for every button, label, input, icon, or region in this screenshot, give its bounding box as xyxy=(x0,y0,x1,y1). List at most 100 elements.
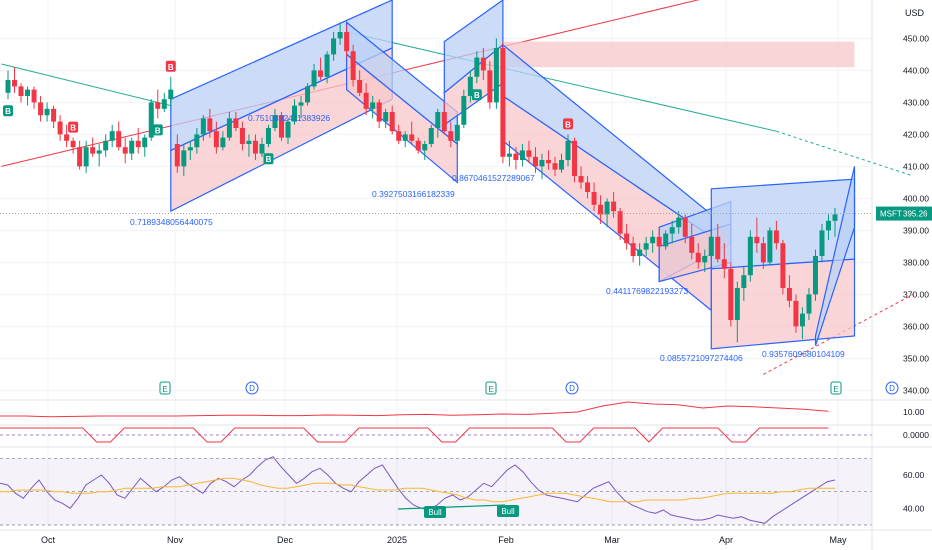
candle-body xyxy=(565,140,571,160)
candle-body xyxy=(259,144,265,154)
earnings-marker: E xyxy=(830,381,842,395)
candle-body xyxy=(689,236,695,253)
candle-body xyxy=(832,214,838,221)
candle xyxy=(539,153,545,180)
candle-body xyxy=(506,153,512,157)
candle xyxy=(38,96,44,122)
buy-marker-bg xyxy=(3,105,13,117)
annotations: B B B B B B B 0.7189348056440075 0.7510892411383… xyxy=(0,60,899,395)
channel-ratio-label: 0.7189348056440075 xyxy=(130,217,213,227)
channel-ratio-label: 0.9357609680104109 xyxy=(762,349,845,359)
candle xyxy=(741,265,747,301)
candle xyxy=(565,134,571,167)
x-tick-label: May xyxy=(829,535,847,545)
y-tick-label: 350.00 xyxy=(903,353,929,363)
candle-body xyxy=(415,140,421,151)
candle xyxy=(825,214,831,240)
candle-body xyxy=(467,76,473,96)
candle xyxy=(409,121,415,144)
candle-body xyxy=(617,211,623,234)
candle xyxy=(18,83,24,103)
candle-body xyxy=(500,48,506,157)
candle xyxy=(474,51,480,84)
candle-body xyxy=(760,243,766,263)
dividend-marker: D xyxy=(565,381,579,395)
rsi-tick: 60.00 xyxy=(903,470,925,480)
candle-body xyxy=(31,89,37,103)
candle-body xyxy=(155,102,161,109)
candle xyxy=(337,22,343,45)
candle-body xyxy=(734,288,740,320)
candle xyxy=(187,140,193,160)
candle-body xyxy=(298,102,304,106)
x-tick-label: Nov xyxy=(167,535,184,545)
candle xyxy=(695,243,701,269)
x-tick-label: 2025 xyxy=(387,535,407,545)
candle xyxy=(25,86,31,106)
candle xyxy=(226,112,232,141)
candle xyxy=(819,224,825,263)
candle-body xyxy=(402,134,408,141)
candle xyxy=(109,124,115,148)
y-tick-label: 410.00 xyxy=(903,161,929,171)
candle-body xyxy=(487,70,493,103)
candle-body xyxy=(122,147,128,154)
trend-line-teal-2 xyxy=(346,31,777,132)
y-tick-label: 450.00 xyxy=(903,33,929,43)
candle xyxy=(793,294,799,333)
candle-body xyxy=(656,236,662,247)
candle-body xyxy=(109,131,115,141)
candle-body xyxy=(773,230,779,244)
candle xyxy=(311,64,317,90)
candle-body xyxy=(630,243,636,256)
candle-body xyxy=(337,32,343,39)
candle-body xyxy=(265,128,271,144)
candle xyxy=(415,137,421,154)
buy-marker-bg xyxy=(165,60,176,72)
candle xyxy=(213,121,219,154)
candle-body xyxy=(598,204,604,215)
candle xyxy=(44,102,50,122)
candle-body xyxy=(767,230,773,263)
candle xyxy=(643,236,649,256)
candle xyxy=(545,150,551,170)
candle-body xyxy=(441,112,447,132)
candle xyxy=(624,224,630,250)
rsi-ma-line xyxy=(0,477,835,503)
candle-body xyxy=(513,153,519,160)
buy-marker-label: B xyxy=(168,63,174,72)
last-price-tag-bg xyxy=(876,206,932,221)
candle-body xyxy=(812,256,818,295)
candle-body xyxy=(207,118,213,132)
buy-marker-bg xyxy=(471,89,482,101)
candle-body xyxy=(715,236,721,260)
candle xyxy=(598,195,604,224)
candle xyxy=(135,128,141,154)
candle-body xyxy=(572,140,578,176)
candle-body xyxy=(25,89,31,96)
y-tick-label: 370.00 xyxy=(903,289,929,299)
channel-ratio-label: 0.4411769822193273 xyxy=(606,286,688,296)
candle xyxy=(532,147,538,173)
candle-body xyxy=(305,86,311,103)
candle-body xyxy=(292,105,298,122)
candle-body xyxy=(5,80,11,93)
candle xyxy=(96,144,102,167)
candle-body xyxy=(370,102,376,109)
candle-body xyxy=(676,217,682,228)
candle-body xyxy=(409,134,415,141)
candle xyxy=(168,76,174,109)
candle-body xyxy=(825,220,831,231)
candle xyxy=(559,153,565,173)
candle xyxy=(357,70,363,96)
candle-body xyxy=(389,112,395,132)
candle-body xyxy=(663,233,669,247)
candle xyxy=(767,227,773,266)
candle-body xyxy=(64,134,70,141)
buy-marker: B xyxy=(471,89,482,101)
candle xyxy=(591,182,597,212)
candle-body xyxy=(396,131,402,141)
candle-body xyxy=(376,102,382,122)
